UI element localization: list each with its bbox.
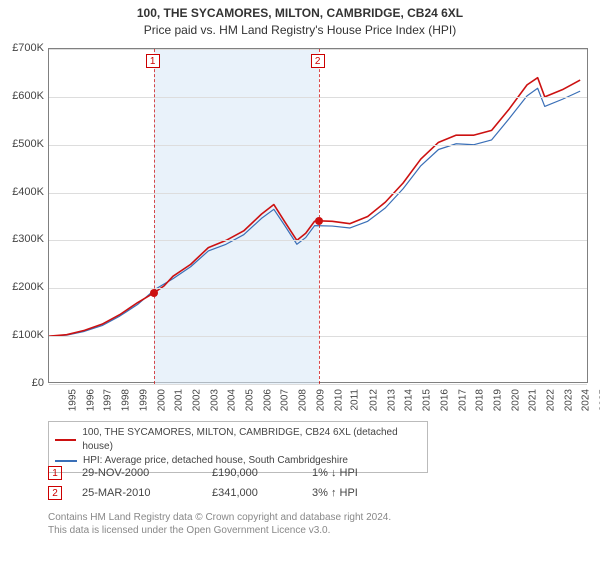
x-tick-label: 2015	[421, 389, 432, 411]
x-tick-label: 2004	[227, 389, 238, 411]
x-tick-label: 2016	[439, 389, 450, 411]
sales-price: £190,000	[212, 467, 312, 479]
series-price_paid	[49, 78, 580, 336]
y-tick-label: £500K	[2, 138, 44, 150]
x-tick-label: 1995	[67, 389, 78, 411]
y-tick-label: £600K	[2, 90, 44, 102]
marker-box: 1	[146, 54, 160, 68]
sales-table: 1 29-NOV-2000£190,0001% ↓ HPI 2 25-MAR-2010…	[48, 463, 422, 503]
sales-date: 25-MAR-2010	[82, 487, 212, 499]
sales-marker: 1	[48, 466, 62, 480]
x-tick-label: 2012	[368, 389, 379, 411]
x-tick-label: 2001	[173, 389, 184, 411]
x-tick-label: 2002	[191, 389, 202, 411]
sales-marker: 2	[48, 486, 62, 500]
sales-hpi: 1% ↓ HPI	[312, 467, 422, 479]
sales-row: 1 29-NOV-2000£190,0001% ↓ HPI	[48, 463, 422, 483]
x-tick-label: 2022	[545, 389, 556, 411]
attribution-line-2: This data is licensed under the Open Gov…	[48, 524, 391, 537]
series-hpi	[49, 88, 580, 336]
x-tick-label: 2010	[333, 389, 344, 411]
attribution: Contains HM Land Registry data © Crown c…	[48, 511, 391, 537]
x-tick-label: 2021	[528, 389, 539, 411]
y-tick-label: £400K	[2, 186, 44, 198]
x-tick-label: 1999	[138, 389, 149, 411]
chart-container: 100, THE SYCAMORES, MILTON, CAMBRIDGE, C…	[0, 6, 600, 37]
sales-date: 29-NOV-2000	[82, 467, 212, 479]
sale-dot	[315, 217, 323, 225]
x-tick-label: 2013	[386, 389, 397, 411]
x-tick-label: 2000	[156, 389, 167, 411]
x-tick-label: 2005	[244, 389, 255, 411]
sales-row: 2 25-MAR-2010£341,0003% ↑ HPI	[48, 483, 422, 503]
plot-area	[48, 48, 588, 383]
marker-line	[154, 49, 155, 384]
y-tick-label: £200K	[2, 281, 44, 293]
chart-subtitle: Price paid vs. HM Land Registry's House …	[0, 23, 600, 37]
x-tick-label: 2006	[262, 389, 273, 411]
y-tick-label: £100K	[2, 329, 44, 341]
marker-box: 2	[311, 54, 325, 68]
legend-label: 100, THE SYCAMORES, MILTON, CAMBRIDGE, C…	[82, 426, 421, 454]
x-tick-label: 1996	[85, 389, 96, 411]
x-tick-label: 1997	[103, 389, 114, 411]
x-tick-label: 2020	[510, 389, 521, 411]
y-tick-label: £300K	[2, 233, 44, 245]
x-tick-label: 2003	[209, 389, 220, 411]
x-tick-label: 2007	[280, 389, 291, 411]
legend-swatch	[55, 460, 77, 462]
sales-hpi: 3% ↑ HPI	[312, 487, 422, 499]
y-tick-label: £0	[2, 377, 44, 389]
chart-title: 100, THE SYCAMORES, MILTON, CAMBRIDGE, C…	[0, 6, 600, 20]
gridline	[49, 384, 587, 385]
x-tick-label: 2019	[492, 389, 503, 411]
x-tick-label: 2024	[581, 389, 592, 411]
x-tick-label: 2023	[563, 389, 574, 411]
x-tick-label: 2009	[315, 389, 326, 411]
sales-price: £341,000	[212, 487, 312, 499]
sale-dot	[150, 289, 158, 297]
x-tick-label: 2011	[350, 389, 361, 411]
legend-swatch	[55, 439, 76, 441]
legend-row: 100, THE SYCAMORES, MILTON, CAMBRIDGE, C…	[55, 426, 421, 454]
x-tick-label: 2017	[457, 389, 468, 411]
y-tick-label: £700K	[2, 42, 44, 54]
attribution-line-1: Contains HM Land Registry data © Crown c…	[48, 511, 391, 524]
x-tick-label: 2018	[474, 389, 485, 411]
x-tick-label: 2008	[297, 389, 308, 411]
x-tick-label: 1998	[120, 389, 131, 411]
x-tick-label: 2014	[404, 389, 415, 411]
